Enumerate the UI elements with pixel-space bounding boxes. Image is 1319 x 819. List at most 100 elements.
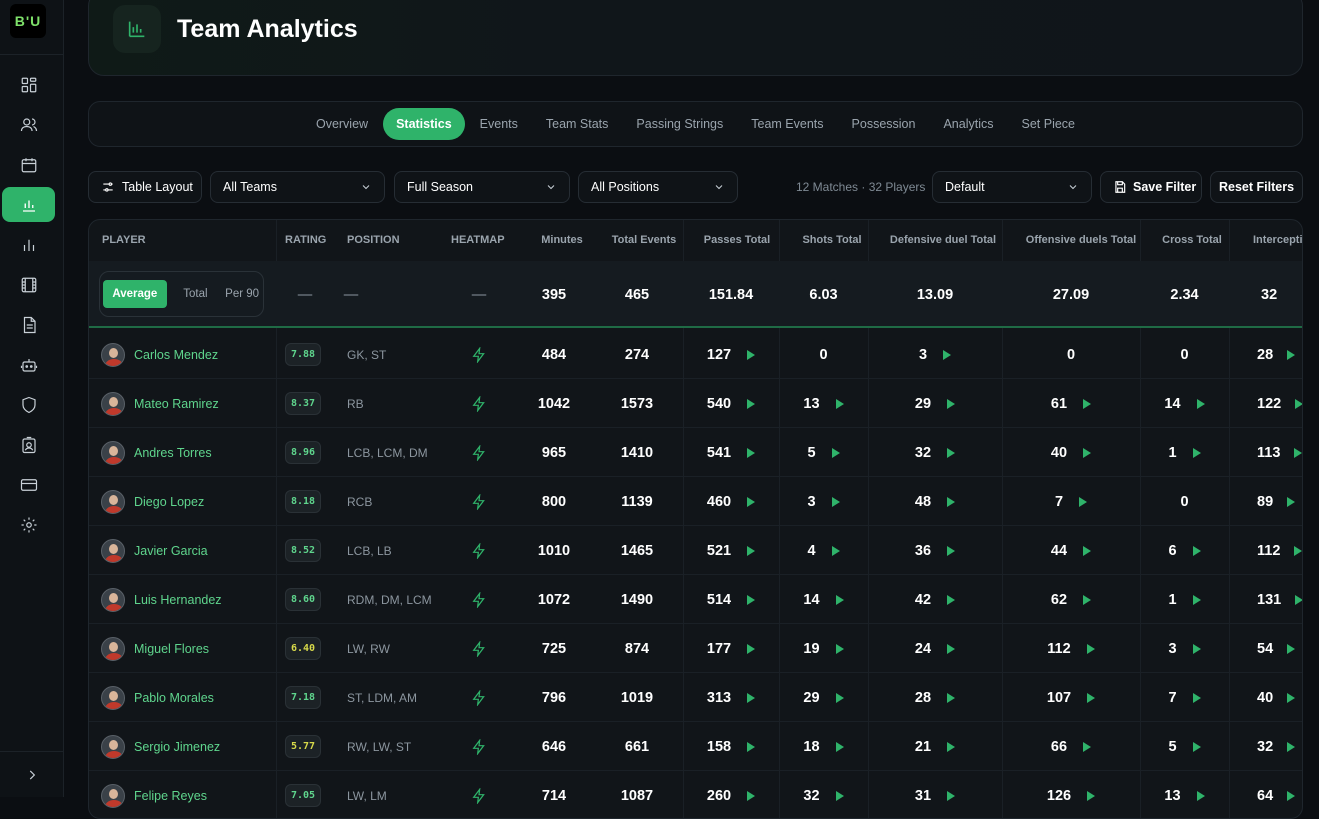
- offensive-duels-cell[interactable]: 107: [1002, 673, 1140, 722]
- shots-cell[interactable]: 0: [779, 330, 868, 379]
- play-icon[interactable]: [831, 545, 840, 556]
- offensive-duels-cell[interactable]: 7: [1002, 477, 1140, 526]
- table-row[interactable]: Andres Torres 8.96 LCB, LCM, DM 965 1410 541 5…: [89, 428, 1302, 477]
- interceptions-cell[interactable]: 32: [1257, 722, 1302, 771]
- tab-team-events[interactable]: Team Events: [751, 117, 824, 131]
- shots-cell[interactable]: 32: [779, 771, 868, 818]
- player-name[interactable]: Javier Garcia: [134, 543, 208, 558]
- cross-cell[interactable]: 0: [1140, 477, 1229, 526]
- play-icon[interactable]: [1087, 692, 1096, 703]
- passes-cell[interactable]: 521: [683, 526, 779, 575]
- play-icon[interactable]: [1087, 790, 1096, 801]
- play-icon[interactable]: [947, 447, 956, 458]
- passes-cell[interactable]: 540: [683, 379, 779, 428]
- play-icon[interactable]: [1294, 545, 1302, 556]
- team-select[interactable]: All Teams: [210, 171, 385, 203]
- player-cell[interactable]: Felipe Reyes: [89, 771, 276, 818]
- play-icon[interactable]: [1287, 790, 1296, 801]
- player-name[interactable]: Carlos Mendez: [134, 347, 219, 362]
- tab-passing-strings[interactable]: Passing Strings: [636, 117, 724, 131]
- table-row[interactable]: Diego Lopez 8.18 RCB 800 1139 460 3 48 7 0 89: [89, 477, 1302, 526]
- col-header-player[interactable]: PLAYER: [102, 234, 146, 246]
- interceptions-cell[interactable]: 122: [1257, 379, 1302, 428]
- tab-overview[interactable]: Overview: [315, 117, 369, 131]
- cross-cell[interactable]: 3: [1140, 624, 1229, 673]
- filter-preset-select[interactable]: Default: [932, 171, 1092, 203]
- shots-cell[interactable]: 14: [779, 575, 868, 624]
- defensive-duel-cell[interactable]: 29: [868, 379, 1002, 428]
- shots-cell[interactable]: 19: [779, 624, 868, 673]
- interceptions-cell[interactable]: 131: [1257, 575, 1302, 624]
- col-header-passes[interactable]: Passes Total: [703, 234, 771, 246]
- passes-cell[interactable]: 541: [683, 428, 779, 477]
- heatmap-button[interactable]: [459, 771, 499, 818]
- sidebar-collapse-button[interactable]: [0, 751, 64, 797]
- mode-total[interactable]: Total: [183, 288, 208, 300]
- play-icon[interactable]: [835, 741, 844, 752]
- table-row[interactable]: Luis Hernandez 8.60 RDM, DM, LCM 1072 1490 51…: [89, 575, 1302, 624]
- play-icon[interactable]: [747, 692, 756, 703]
- shots-cell[interactable]: 3: [779, 477, 868, 526]
- player-name[interactable]: Luis Hernandez: [134, 592, 222, 607]
- play-icon[interactable]: [835, 594, 844, 605]
- table-layout-button[interactable]: Table Layout: [88, 171, 202, 203]
- play-icon[interactable]: [1079, 496, 1088, 507]
- interceptions-cell[interactable]: 28: [1257, 330, 1302, 379]
- position-select[interactable]: All Positions: [578, 171, 738, 203]
- play-icon[interactable]: [747, 398, 756, 409]
- col-header-minutes[interactable]: Minutes: [541, 234, 583, 246]
- sidebar-item-bar-chart[interactable]: [2, 227, 55, 262]
- play-icon[interactable]: [1294, 447, 1302, 458]
- play-icon[interactable]: [1192, 447, 1201, 458]
- defensive-duel-cell[interactable]: 36: [868, 526, 1002, 575]
- defensive-duel-cell[interactable]: 24: [868, 624, 1002, 673]
- shots-cell[interactable]: 29: [779, 673, 868, 722]
- interceptions-cell[interactable]: 54: [1257, 624, 1302, 673]
- cross-cell[interactable]: 13: [1140, 771, 1229, 818]
- sidebar-item-users[interactable]: [2, 107, 55, 142]
- defensive-duel-cell[interactable]: 32: [868, 428, 1002, 477]
- interceptions-cell[interactable]: 89: [1257, 477, 1302, 526]
- play-icon[interactable]: [835, 398, 844, 409]
- offensive-duels-cell[interactable]: 0: [1002, 330, 1140, 379]
- cross-cell[interactable]: 0: [1140, 330, 1229, 379]
- play-icon[interactable]: [831, 496, 840, 507]
- table-row[interactable]: Javier Garcia 8.52 LCB, LB 1010 1465 521 4 36 44…: [89, 526, 1302, 575]
- play-icon[interactable]: [947, 545, 956, 556]
- shots-cell[interactable]: 18: [779, 722, 868, 771]
- tab-possession[interactable]: Possession: [851, 117, 916, 131]
- play-icon[interactable]: [947, 692, 956, 703]
- defensive-duel-cell[interactable]: 48: [868, 477, 1002, 526]
- heatmap-button[interactable]: [459, 526, 499, 575]
- passes-cell[interactable]: 460: [683, 477, 779, 526]
- play-icon[interactable]: [1287, 643, 1296, 654]
- play-icon[interactable]: [1192, 545, 1201, 556]
- play-icon[interactable]: [1287, 692, 1296, 703]
- mode-per-90[interactable]: Per 90: [225, 287, 260, 300]
- col-header-defensive-duel[interactable]: Defensive duel Total: [889, 234, 997, 246]
- table-row[interactable]: Mateo Ramirez 8.37 RB 1042 1573 540 13 29 61 14 12…: [89, 379, 1302, 428]
- offensive-duels-cell[interactable]: 62: [1002, 575, 1140, 624]
- heatmap-button[interactable]: [459, 330, 499, 379]
- player-cell[interactable]: Javier Garcia: [89, 526, 276, 575]
- player-name[interactable]: Diego Lopez: [134, 494, 205, 509]
- play-icon[interactable]: [1295, 398, 1302, 409]
- play-icon[interactable]: [1192, 594, 1201, 605]
- save-filter-button[interactable]: Save Filter: [1100, 171, 1202, 203]
- passes-cell[interactable]: 158: [683, 722, 779, 771]
- player-cell[interactable]: Luis Hernandez: [89, 575, 276, 624]
- col-header-total-events[interactable]: Total Events: [611, 234, 677, 246]
- play-icon[interactable]: [747, 447, 756, 458]
- app-logo[interactable]: B'U: [10, 4, 46, 38]
- sidebar-item-analytics[interactable]: [2, 187, 55, 222]
- sidebar-item-billing[interactable]: [2, 467, 55, 502]
- play-icon[interactable]: [1196, 398, 1205, 409]
- col-header-offensive-duels[interactable]: Offensive duels Total: [1025, 234, 1137, 246]
- passes-cell[interactable]: 177: [683, 624, 779, 673]
- table-row[interactable]: Carlos Mendez 7.88 GK, ST 484 274 127 0 3 0 0 28: [89, 330, 1302, 379]
- defensive-duel-cell[interactable]: 42: [868, 575, 1002, 624]
- sidebar-item-calendar[interactable]: [2, 147, 55, 182]
- offensive-duels-cell[interactable]: 112: [1002, 624, 1140, 673]
- defensive-duel-cell[interactable]: 28: [868, 673, 1002, 722]
- cross-cell[interactable]: 5: [1140, 722, 1229, 771]
